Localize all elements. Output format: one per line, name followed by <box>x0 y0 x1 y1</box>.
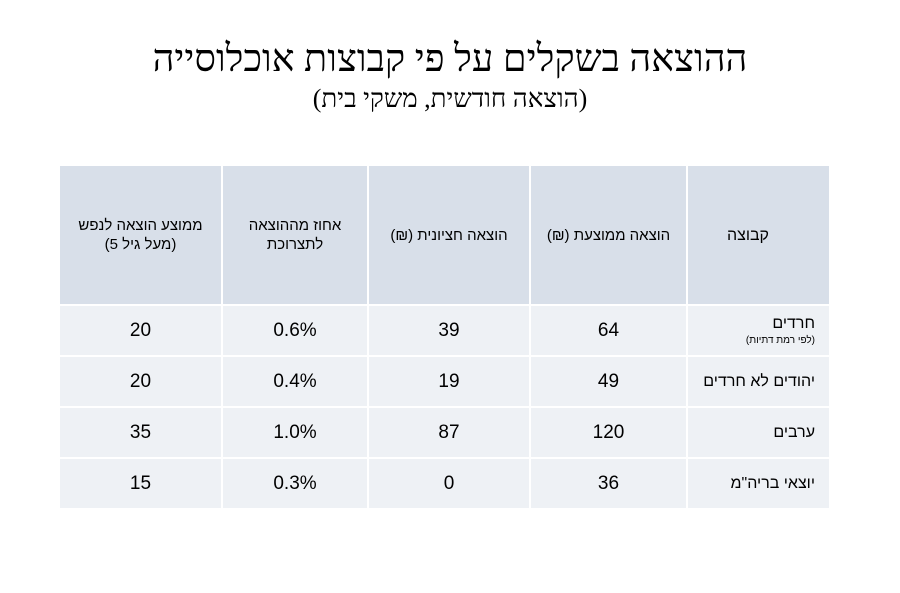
header-per-capita-line1: ממוצע הוצאה לנפש <box>78 217 203 234</box>
table-row: 20 0.6% 39 64 חרדים (לפי רמת דתיות) <box>60 305 829 357</box>
table-row: 35 1.0% 87 120 ערבים <box>60 407 829 459</box>
header-group: קבוצה <box>686 166 829 306</box>
page-subtitle: (הוצאה חודשית, משקי בית) <box>312 84 588 113</box>
page-title: ההוצאה בשקלים על פי קבוצות אוכלוסייה <box>152 38 748 80</box>
table-header-row: ממוצע הוצאה לנפש (מעל גיל 5) אחוז מההוצא… <box>60 166 829 306</box>
cell-median: 19 <box>367 356 530 408</box>
cell-average: 49 <box>529 356 687 408</box>
expense-table: ממוצע הוצאה לנפש (מעל גיל 5) אחוז מההוצא… <box>60 166 829 510</box>
cell-average: 64 <box>529 305 687 357</box>
cell-group: ערבים <box>686 407 829 459</box>
group-note: (לפי רמת דתיות) <box>745 334 815 346</box>
cell-per-capita: 20 <box>60 305 222 357</box>
header-average: הוצאה ממוצעת (₪) <box>529 166 687 306</box>
cell-per-capita: 20 <box>60 356 222 408</box>
cell-average: 120 <box>529 407 687 459</box>
cell-group: יהודים לא חרדים <box>686 356 829 408</box>
cell-per-capita: 35 <box>60 407 222 459</box>
cell-average: 36 <box>529 458 687 510</box>
cell-percent: 0.4% <box>221 356 368 408</box>
table-row: 15 0.3% 0 36 יוצאי בריה"מ <box>60 458 829 510</box>
header-per-capita: ממוצע הוצאה לנפש (מעל גיל 5) <box>60 166 222 306</box>
header-median: הוצאה חציונית (₪) <box>367 166 530 306</box>
cell-median: 0 <box>367 458 530 510</box>
cell-percent: 0.6% <box>221 305 368 357</box>
cell-group: חרדים (לפי רמת דתיות) <box>686 305 829 357</box>
cell-percent: 0.3% <box>221 458 368 510</box>
cell-median: 39 <box>367 305 530 357</box>
cell-per-capita: 15 <box>60 458 222 510</box>
header-percent: אחוז מההוצאה לתצרוכת <box>221 166 368 306</box>
cell-median: 87 <box>367 407 530 459</box>
group-label: חרדים <box>772 314 815 332</box>
table-row: 20 0.4% 19 49 יהודים לא חרדים <box>60 356 829 408</box>
cell-percent: 1.0% <box>221 407 368 459</box>
cell-group: יוצאי בריה"מ <box>686 458 829 510</box>
header-per-capita-line2: (מעל גיל 5) <box>104 236 177 253</box>
